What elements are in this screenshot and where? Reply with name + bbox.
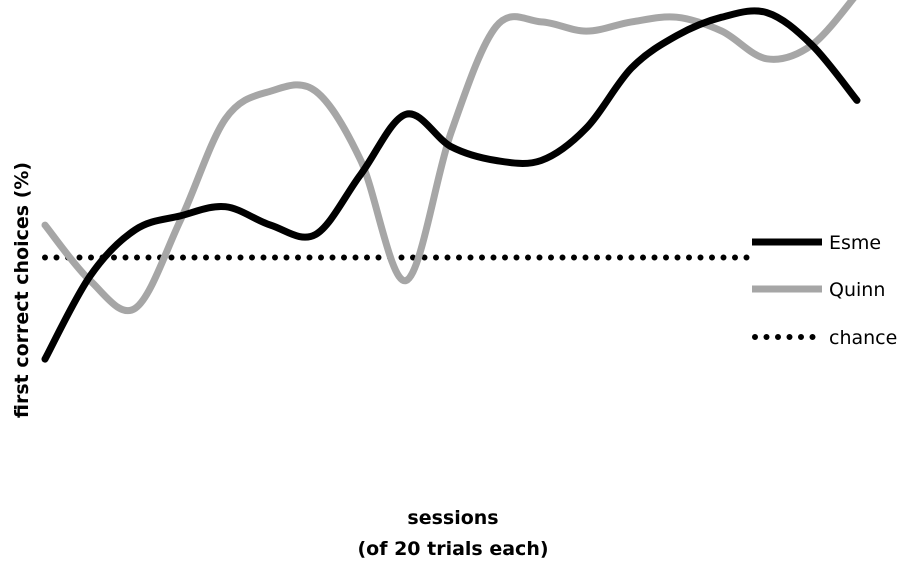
x-axis-title-line-1: sessions (407, 507, 498, 529)
legend-label-quinn: Quinn (829, 279, 885, 301)
x-axis-title-line-2: (of 20 trials each) (357, 538, 548, 560)
series-line-esme (41, 7, 861, 363)
legend-label-esme: Esme (829, 232, 881, 254)
y-axis-title: first correct choices (%) (11, 162, 33, 418)
legend: Esme Quinn chance (752, 232, 897, 349)
legend-label-chance: chance (829, 327, 897, 349)
plot-area (41, 0, 861, 363)
series-line-quinn (41, 0, 857, 314)
